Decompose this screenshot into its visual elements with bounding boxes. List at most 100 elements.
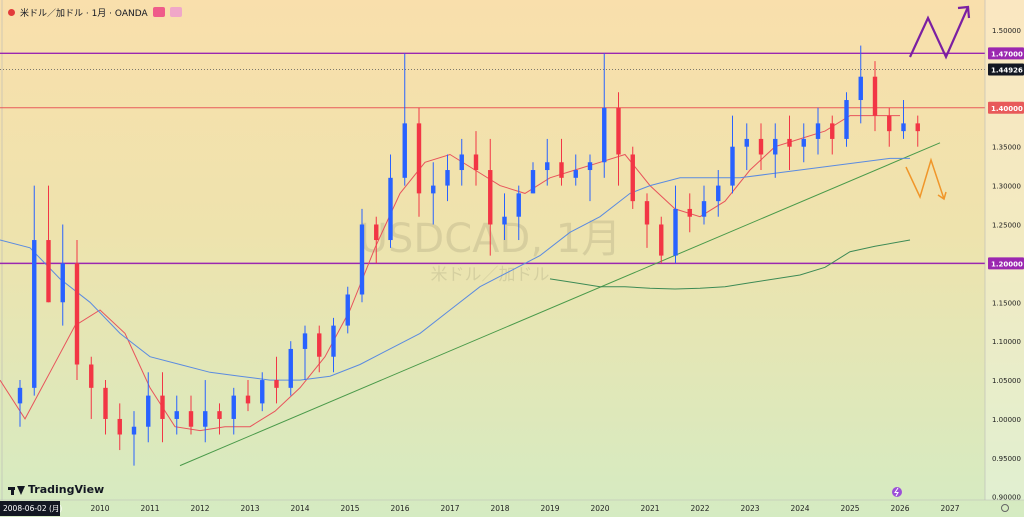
- candle-body[interactable]: [131, 426, 137, 435]
- candle-body[interactable]: [744, 138, 749, 147]
- candle-body[interactable]: [416, 123, 422, 194]
- candle-body[interactable]: [858, 76, 863, 101]
- moving-average-blue[interactable]: [0, 157, 910, 381]
- moving-average-green[interactable]: [549, 239, 911, 290]
- candle-body[interactable]: [374, 224, 379, 241]
- candle-body[interactable]: [231, 395, 236, 419]
- candle-body[interactable]: [317, 333, 322, 357]
- price-label-text: 1.47000: [991, 50, 1023, 58]
- candle-body[interactable]: [431, 185, 436, 194]
- time-tick-label: 2023: [740, 504, 759, 513]
- candle-body[interactable]: [901, 123, 906, 132]
- candle-body[interactable]: [573, 170, 578, 178]
- candle-body[interactable]: [46, 240, 51, 303]
- chart-header[interactable]: 米ドル／加ドル · 1月 · OANDA: [8, 5, 182, 19]
- candle-body[interactable]: [630, 154, 635, 202]
- candle-body[interactable]: [74, 263, 80, 365]
- price-tick-label: 1.15000: [992, 299, 1021, 307]
- candle-body[interactable]: [488, 170, 493, 225]
- price-axis[interactable]: [985, 0, 1024, 500]
- candle-body[interactable]: [872, 76, 878, 116]
- tradingview-logo[interactable]: TradingView: [8, 483, 104, 496]
- candle-body[interactable]: [887, 115, 892, 132]
- candle-body[interactable]: [830, 123, 835, 139]
- lightning-glyph: [894, 487, 899, 497]
- candle-body[interactable]: [117, 418, 122, 435]
- price-label-badge[interactable]: [988, 47, 1024, 60]
- moving-average-red[interactable]: [0, 115, 900, 432]
- candle-body[interactable]: [388, 177, 393, 241]
- price-tick-label: 0.95000: [992, 455, 1021, 463]
- candle-body[interactable]: [217, 411, 222, 419]
- candle-body[interactable]: [530, 170, 536, 194]
- candle-body[interactable]: [644, 201, 650, 225]
- candle-body[interactable]: [659, 224, 664, 256]
- bullish-scenario-arrow[interactable]: [909, 6, 970, 60]
- price-label-badge[interactable]: [988, 257, 1024, 270]
- candle-body[interactable]: [60, 263, 65, 303]
- flag-icon[interactable]: [152, 7, 165, 17]
- time-tick-label: 2013: [240, 504, 259, 513]
- candle-body[interactable]: [687, 208, 692, 217]
- bearish-scenario-arrow[interactable]: [905, 157, 945, 200]
- candle-body[interactable]: [260, 380, 265, 404]
- candle-body[interactable]: [402, 123, 407, 178]
- candle-body[interactable]: [587, 162, 593, 171]
- candle-body[interactable]: [445, 170, 450, 186]
- candle-body[interactable]: [730, 146, 735, 186]
- tradingview-logo-icon: [8, 485, 25, 495]
- date-cursor-label-bg: [0, 501, 60, 516]
- candle-body[interactable]: [673, 208, 678, 256]
- candle-body[interactable]: [815, 123, 821, 139]
- candle-body[interactable]: [345, 294, 350, 326]
- candle-body[interactable]: [773, 138, 778, 155]
- price-label-text: 1.20000: [991, 260, 1023, 268]
- candle-body[interactable]: [716, 185, 721, 202]
- candle-body[interactable]: [103, 387, 108, 419]
- candle-body[interactable]: [701, 201, 707, 217]
- candle-body[interactable]: [302, 333, 308, 349]
- candle-body[interactable]: [274, 380, 279, 388]
- candle-body[interactable]: [17, 387, 23, 404]
- candle-body[interactable]: [516, 193, 521, 217]
- candle-body[interactable]: [844, 100, 849, 139]
- time-tick-label: 2017: [440, 504, 459, 513]
- candle-body[interactable]: [616, 107, 621, 155]
- candle-body[interactable]: [203, 411, 208, 427]
- currency-badge-icon[interactable]: [169, 7, 182, 17]
- candle-body[interactable]: [160, 395, 165, 419]
- price-tick-label: 1.35000: [992, 144, 1021, 152]
- candle-body[interactable]: [758, 138, 764, 155]
- price-label-badge[interactable]: [988, 101, 1024, 114]
- price-tick-label: 1.50000: [992, 27, 1021, 35]
- candle-body[interactable]: [146, 395, 151, 427]
- candle-body[interactable]: [559, 162, 564, 178]
- time-tick-label: 2022: [690, 504, 709, 513]
- candle-body[interactable]: [602, 107, 607, 163]
- candle-body[interactable]: [331, 325, 336, 357]
- candle-body[interactable]: [915, 123, 920, 132]
- candle-body[interactable]: [188, 411, 194, 427]
- time-tick-label: 2018: [490, 504, 509, 513]
- price-label-badge[interactable]: [988, 63, 1024, 76]
- candle-body[interactable]: [245, 395, 251, 404]
- candle-body[interactable]: [545, 162, 550, 171]
- time-tick-label: 2026: [890, 504, 909, 513]
- settings-gear-icon[interactable]: [1001, 504, 1009, 512]
- candle-body[interactable]: [502, 216, 507, 225]
- candle-body[interactable]: [801, 138, 806, 147]
- trendline[interactable]: [179, 142, 941, 467]
- candle-body[interactable]: [787, 138, 792, 147]
- time-tick-label: 2016: [390, 504, 409, 513]
- candle-body[interactable]: [359, 224, 365, 295]
- candle-body[interactable]: [89, 364, 94, 388]
- candle-body[interactable]: [32, 240, 37, 388]
- price-label-text: 1.44926: [991, 66, 1023, 74]
- candle-body[interactable]: [174, 411, 179, 419]
- time-tick-label: 2011: [140, 504, 159, 513]
- candle-body[interactable]: [288, 348, 293, 388]
- candle-body[interactable]: [459, 154, 464, 171]
- date-cursor-label: 2008-06-02 (月): [3, 504, 62, 513]
- candle-body[interactable]: [473, 154, 479, 171]
